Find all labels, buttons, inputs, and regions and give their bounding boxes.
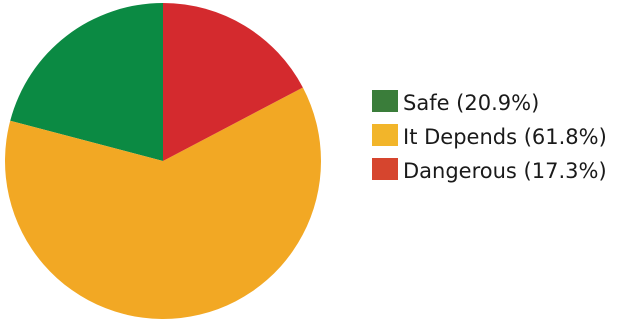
chart-legend: Safe (20.9%) It Depends (61.8%) Dangerou…	[372, 90, 607, 183]
pie-slices	[4, 3, 321, 319]
pie-slice-dangerous	[163, 3, 303, 161]
pie-slice-it-depends	[4, 87, 321, 319]
legend-label-safe: Safe (20.9%)	[403, 91, 539, 115]
legend-swatch-it-depends	[372, 124, 398, 146]
legend-swatch-dangerous	[372, 158, 398, 180]
legend-label-it-depends: It Depends (61.8%)	[403, 125, 607, 149]
legend-label-dangerous: Dangerous (17.3%)	[403, 159, 607, 183]
legend-swatch-safe	[372, 90, 398, 112]
pie-slice-safe	[10, 3, 164, 161]
